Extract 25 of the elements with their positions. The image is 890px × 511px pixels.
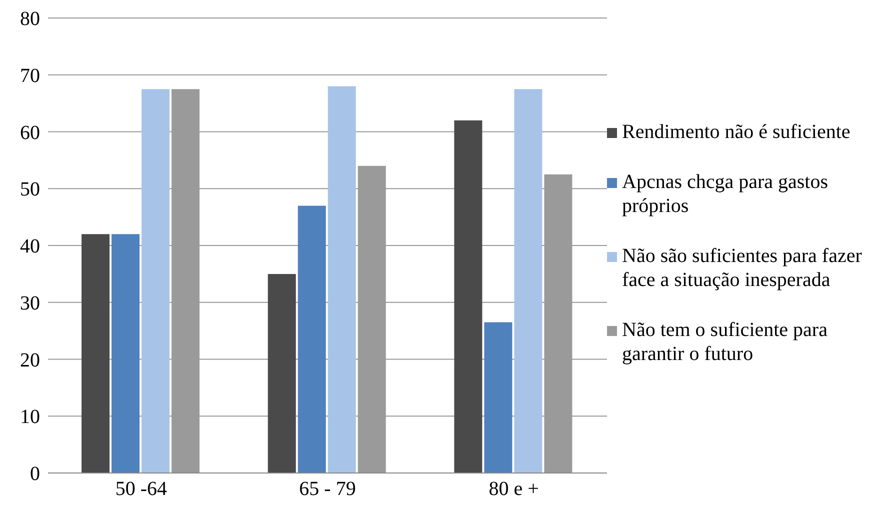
bar <box>142 89 170 473</box>
x-tick-label: 65 - 79 <box>299 478 356 500</box>
bar <box>268 274 296 473</box>
y-tick-label: 50 <box>20 178 40 201</box>
bar <box>112 234 140 473</box>
y-tick-label: 70 <box>20 64 40 87</box>
bar <box>328 86 356 473</box>
y-tick-label: 0 <box>30 463 40 486</box>
bar <box>484 322 512 473</box>
legend-label: Apcnas chcga para gastos próprios <box>622 170 830 218</box>
x-tick-label: 50 -64 <box>115 478 168 500</box>
y-tick-label: 60 <box>20 122 40 144</box>
y-tick-label: 10 <box>20 406 40 428</box>
y-tick-label: 20 <box>20 349 40 372</box>
legend-label: Não tem o suficiente para garantir o futuro <box>622 318 828 366</box>
bar <box>298 206 326 473</box>
bar <box>454 120 482 473</box>
bar <box>514 89 542 473</box>
legend-label: Não são suficientes para fazer face a situação inesperada <box>622 244 863 292</box>
y-tick-label: 80 <box>20 8 40 30</box>
y-tick-label: 40 <box>20 236 40 258</box>
y-tick-label: 30 <box>20 292 40 314</box>
bar <box>82 234 110 473</box>
x-tick-label: 80 e + <box>488 478 539 500</box>
legend-label: Rendimento não é suficiente <box>622 120 850 144</box>
